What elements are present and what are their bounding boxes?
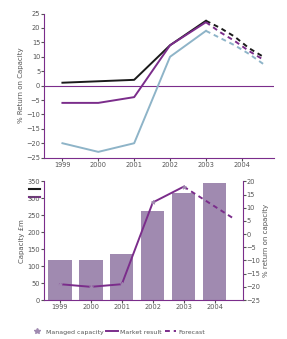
Point (181, 184, 186, 190)
Y-axis label: % return on capacity: % return on capacity (263, 204, 269, 277)
Bar (79, 260, 102, 300)
Bar (48, 260, 71, 300)
Bar (203, 183, 226, 300)
Legend: Managed capacity, Market result, Forecast: Managed capacity, Market result, Forecas… (32, 329, 205, 335)
Bar (172, 193, 195, 300)
Point (89, 284, 93, 290)
Point (58, 281, 62, 287)
Point (150, 200, 155, 205)
Y-axis label: % Return on Capacity: % Return on Capacity (18, 48, 24, 123)
Legend: Managed, Portfolio, Market, Forecast, Forecast, Forecast: Managed, Portfolio, Market, Forecast, Fo… (29, 187, 159, 201)
Bar (110, 254, 133, 300)
Y-axis label: Capacity £m: Capacity £m (19, 219, 25, 263)
Point (120, 281, 124, 287)
Bar (141, 211, 164, 300)
